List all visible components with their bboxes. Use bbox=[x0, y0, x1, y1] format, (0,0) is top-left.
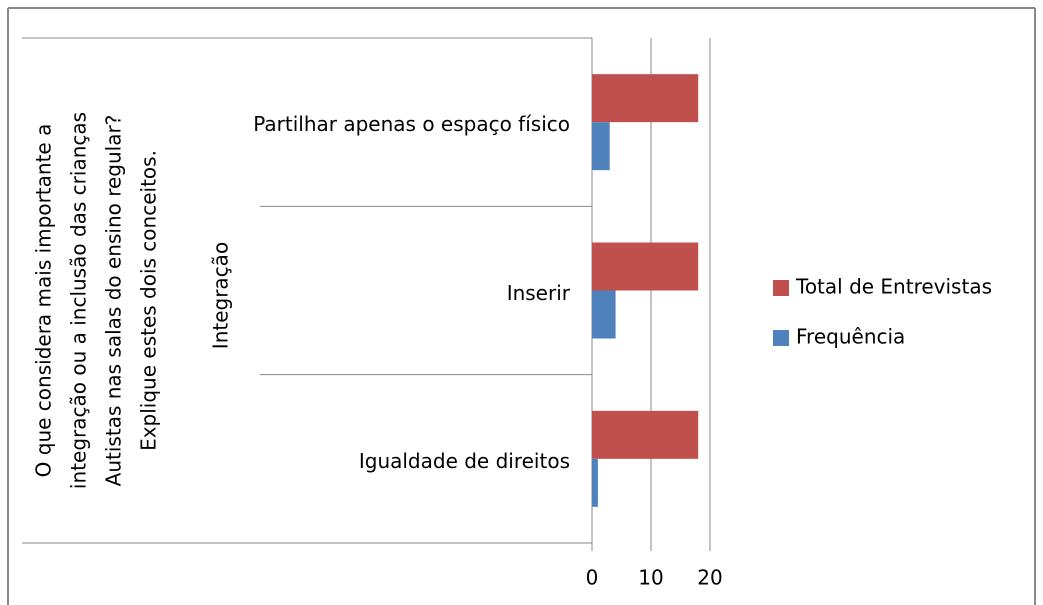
legend-label: Frequência bbox=[796, 325, 905, 349]
legend-swatch bbox=[773, 280, 789, 296]
category-label: Inserir bbox=[506, 280, 570, 305]
question-label: Autistas nas salas do ensino regular? bbox=[102, 115, 126, 487]
category-label: Igualdade de direitos bbox=[358, 448, 570, 473]
legend-swatch bbox=[773, 330, 789, 346]
bar bbox=[592, 458, 598, 507]
category-label: Partilhar apenas o espaço físico bbox=[253, 112, 570, 137]
x-tick-label: 0 bbox=[586, 566, 599, 590]
bar bbox=[592, 74, 699, 123]
question-label: O que considera mais importante a bbox=[32, 124, 56, 478]
bar bbox=[592, 122, 610, 171]
group-label: Integração bbox=[209, 242, 233, 349]
bar bbox=[592, 410, 699, 459]
legend-label: Total de Entrevistas bbox=[795, 275, 992, 299]
question-label: integração ou a inclusão das crianças bbox=[67, 112, 91, 489]
x-tick-label: 20 bbox=[697, 566, 722, 590]
question-label: Explique estes dois conceitos. bbox=[137, 150, 161, 451]
x-tick-label: 10 bbox=[638, 566, 663, 590]
bar bbox=[592, 242, 699, 291]
bar bbox=[592, 290, 616, 339]
